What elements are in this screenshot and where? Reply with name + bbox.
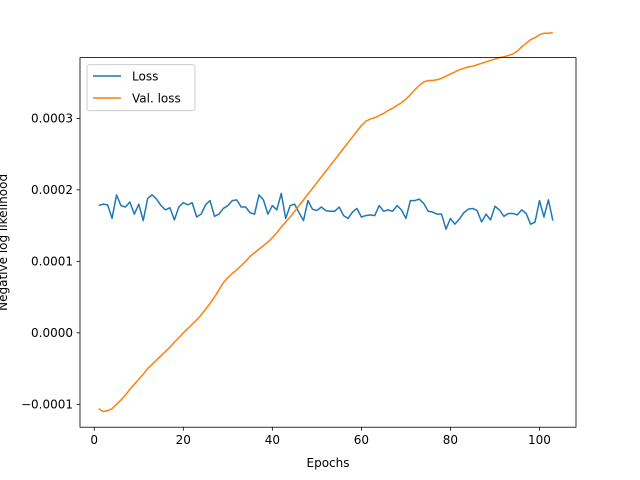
x-axis-label: Epochs — [307, 456, 350, 470]
y-tick-label: 0.0001 — [31, 255, 73, 269]
legend-label: Loss — [132, 69, 158, 83]
y-tick-label: −0.0001 — [21, 398, 73, 412]
legend: Loss Val. loss — [86, 64, 196, 112]
legend-label: Val. loss — [132, 91, 181, 105]
y-tick-label: 0.0000 — [31, 326, 73, 340]
series-line-loss — [98, 192, 554, 230]
y-tick-label: 0.0002 — [31, 183, 73, 197]
y-tick-label: 0.0003 — [31, 112, 73, 126]
x-tick-label: 20 — [176, 433, 191, 447]
x-tick-label: 100 — [528, 433, 551, 447]
y-axis-ticks: −0.0001 0.0000 0.0001 0.0002 0.0003 — [21, 112, 80, 412]
x-axis-ticks: 0 20 40 60 80 100 — [90, 427, 551, 447]
x-tick-label: 60 — [354, 433, 369, 447]
x-tick-label: 40 — [265, 433, 280, 447]
plot-frame — [79, 57, 577, 428]
y-axis-label: Negative log likelihood — [0, 174, 10, 311]
x-tick-label: 80 — [443, 433, 458, 447]
series-layer — [98, 31, 554, 413]
x-tick-label: 0 — [90, 433, 98, 447]
series-line-val-loss — [98, 31, 553, 413]
